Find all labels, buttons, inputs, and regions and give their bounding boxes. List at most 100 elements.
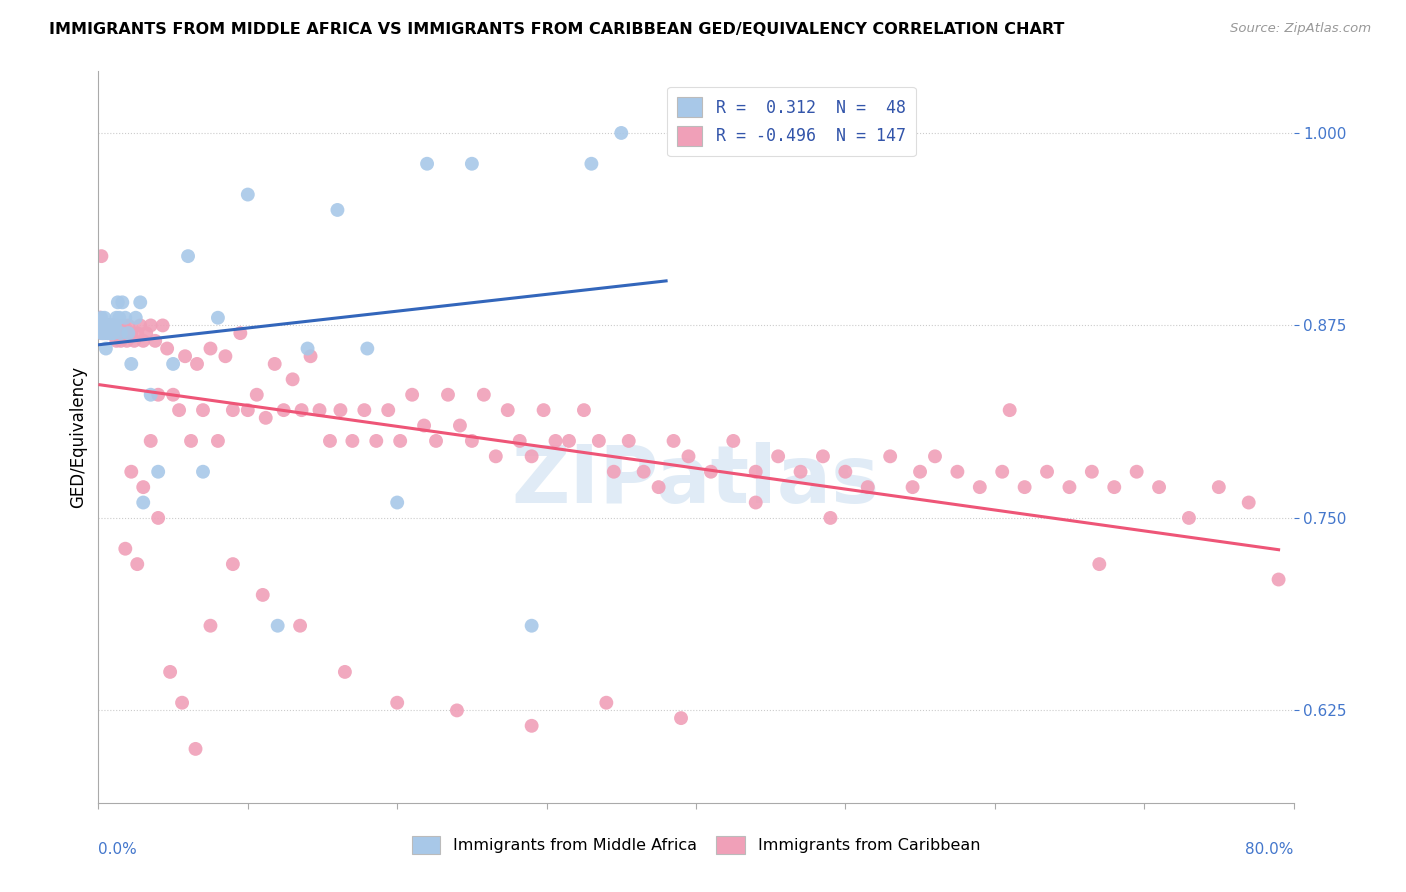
Point [356, 342, 378, 356]
Point [132, 495, 155, 509]
Point [89, 310, 111, 325]
Point [127, 326, 149, 340]
Point [1014, 480, 1036, 494]
Point [94, 342, 117, 356]
Point [449, 418, 471, 433]
Point [207, 434, 229, 448]
Point [97, 326, 120, 340]
Point [105, 326, 128, 340]
Point [647, 480, 669, 494]
Point [139, 318, 162, 333]
Point [353, 403, 375, 417]
Point [93, 310, 115, 325]
Point [811, 450, 834, 464]
Point [101, 326, 124, 340]
Point [200, 618, 222, 632]
Point [820, 511, 842, 525]
Point [998, 403, 1021, 417]
Text: IMMIGRANTS FROM MIDDLE AFRICA VS IMMIGRANTS FROM CARIBBEAN GED/EQUIVALENCY CORRE: IMMIGRANTS FROM MIDDLE AFRICA VS IMMIGRA… [49, 22, 1064, 37]
Point [472, 388, 495, 402]
Point [114, 310, 136, 325]
Point [267, 618, 290, 632]
Point [103, 318, 125, 333]
Point [319, 434, 342, 448]
Point [326, 202, 349, 217]
Point [94, 318, 117, 333]
Point [105, 310, 128, 325]
Point [115, 334, 138, 348]
Legend: Immigrants from Middle Africa, Immigrants from Caribbean: Immigrants from Middle Africa, Immigrant… [405, 830, 987, 861]
Point [766, 450, 789, 464]
Point [91, 318, 114, 333]
Point [333, 665, 356, 679]
Point [98, 326, 122, 340]
Point [97, 318, 120, 333]
Point [236, 403, 259, 417]
Point [114, 541, 136, 556]
Point [385, 696, 409, 710]
Point [108, 326, 131, 340]
Point [156, 342, 179, 356]
Point [581, 157, 603, 171]
Point [129, 318, 152, 333]
Point [856, 480, 879, 494]
Point [252, 588, 274, 602]
Point [98, 318, 122, 333]
Point [111, 295, 134, 310]
Point [1178, 511, 1201, 525]
Point [308, 403, 330, 417]
Point [98, 326, 122, 340]
Point [96, 326, 118, 340]
Point [273, 403, 295, 417]
Point [678, 450, 700, 464]
Point [229, 326, 252, 340]
Point [90, 249, 112, 263]
Point [91, 326, 114, 340]
Point [98, 318, 122, 333]
Point [908, 465, 931, 479]
Text: Source: ZipAtlas.com: Source: ZipAtlas.com [1230, 22, 1371, 36]
Point [90, 326, 112, 340]
Point [617, 434, 640, 448]
Point [110, 326, 132, 340]
Point [425, 434, 447, 448]
Point [90, 318, 112, 333]
Point [520, 450, 543, 464]
Point [91, 326, 114, 340]
Point [291, 403, 314, 417]
Point [110, 334, 132, 348]
Point [263, 357, 285, 371]
Point [991, 465, 1014, 479]
Point [901, 480, 924, 494]
Point [120, 326, 142, 340]
Point [745, 495, 768, 509]
Point [389, 434, 412, 448]
Point [96, 318, 118, 333]
Y-axis label: GED/Equivalency: GED/Equivalency [69, 366, 87, 508]
Point [254, 410, 277, 425]
Point [129, 295, 152, 310]
Point [700, 465, 723, 479]
Point [588, 434, 610, 448]
Point [162, 388, 184, 402]
Point [485, 450, 508, 464]
Point [236, 187, 259, 202]
Point [544, 434, 567, 448]
Point [97, 326, 120, 340]
Point [148, 388, 170, 402]
Point [745, 465, 768, 479]
Point [558, 434, 581, 448]
Point [662, 434, 685, 448]
Point [107, 318, 129, 333]
Point [97, 318, 120, 333]
Text: ZIPatlas: ZIPatlas [512, 442, 880, 520]
Point [789, 465, 811, 479]
Point [1036, 465, 1059, 479]
Point [184, 742, 207, 756]
Point [101, 318, 124, 333]
Point [104, 318, 127, 333]
Point [1237, 495, 1260, 509]
Point [103, 326, 125, 340]
Point [297, 342, 319, 356]
Point [879, 450, 901, 464]
